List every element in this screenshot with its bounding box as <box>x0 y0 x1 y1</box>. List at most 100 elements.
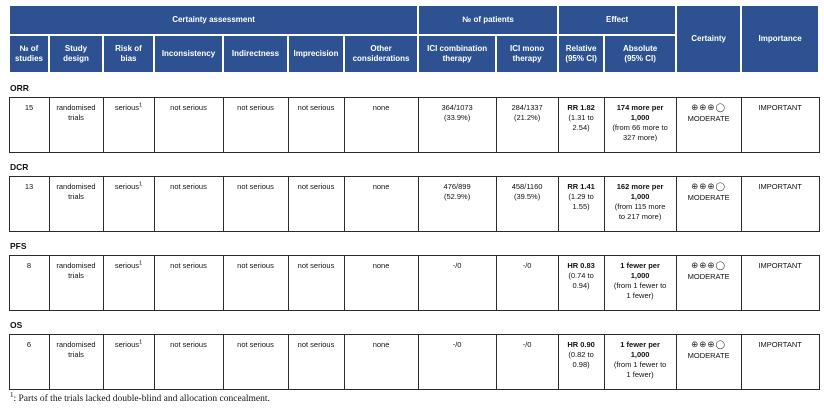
cell-relative: HR 0.83 (0.74 to 0.94) <box>557 254 605 311</box>
grade-evidence-table: Certainty assessment № of patients Effec… <box>7 4 821 390</box>
table-header: Certainty assessment № of patients Effec… <box>7 4 821 74</box>
cell-ici-mono: -/0 <box>495 254 559 311</box>
cell-risk-of-bias: serious1 <box>102 254 155 311</box>
relative-effect: HR 0.90 <box>567 339 595 349</box>
cell-ici-combination: 364/1073 (33.9%) <box>417 96 497 153</box>
relative-ci: (0.74 to 0.94) <box>568 270 594 290</box>
cell-study-design: randomised trials <box>48 254 104 311</box>
section-label: PFS <box>9 231 820 255</box>
absolute-effect: 1 fewer per 1,000 <box>620 260 660 280</box>
data-row-os: 6 randomised trials serious1 not serious… <box>8 333 820 390</box>
relative-ci: (0.82 to 0.98) <box>568 349 594 369</box>
cell-indirectness: not serious <box>222 96 289 153</box>
footnote: 1: Parts of the trials lacked double-bli… <box>10 391 824 404</box>
cell-certainty: ⊕⊕⊕◯ MODERATE <box>675 333 742 390</box>
cell-absolute: 1 fewer per 1,000 (from 1 fewer to 1 fewe… <box>603 333 677 390</box>
cell-relative: RR 1.41 (1.29 to 1.55) <box>557 175 605 232</box>
grade-certainty-icons: ⊕⊕⊕◯ <box>691 102 727 113</box>
cell-risk-of-bias: serious1 <box>102 96 155 153</box>
data-row-dcr: 13 randomised trials serious1 not seriou… <box>8 175 820 232</box>
cell-risk-of-bias: serious1 <box>102 175 155 232</box>
certainty-label: MODERATE <box>687 192 730 202</box>
absolute-ci: (from 115 more to 217 more) <box>614 201 666 221</box>
col-header-imprecision: Imprecision <box>287 34 345 74</box>
relative-ci: (1.31 to 2.54) <box>568 112 594 132</box>
cell-study-design: randomised trials <box>48 96 104 153</box>
cell-importance: IMPORTANT <box>740 254 820 311</box>
cell-absolute: 162 more per 1,000 (from 115 more to 217 … <box>603 175 677 232</box>
cell-n-studies: 15 <box>8 96 50 153</box>
grade-certainty-icons: ⊕⊕⊕◯ <box>691 260 727 271</box>
cell-imprecision: not serious <box>287 175 345 232</box>
relative-ci: (1.29 to 1.55) <box>568 191 594 211</box>
absolute-ci: (from 1 fewer to 1 fewer) <box>613 359 667 379</box>
cell-inconsistency: not serious <box>153 333 224 390</box>
footnote-marker: 1 <box>10 390 14 399</box>
cell-ici-combination: -/0 <box>417 333 497 390</box>
relative-effect: HR 0.83 <box>567 260 595 270</box>
cell-other-considerations: none <box>343 96 419 153</box>
cell-inconsistency: not serious <box>153 254 224 311</box>
risk-of-bias-value: serious <box>114 260 140 270</box>
cell-other-considerations: none <box>343 175 419 232</box>
cell-study-design: randomised trials <box>48 333 104 390</box>
footnote-marker: 1 <box>139 260 143 266</box>
certainty-label: MODERATE <box>687 113 730 123</box>
cell-ici-combination: -/0 <box>417 254 497 311</box>
cell-indirectness: not serious <box>222 175 289 232</box>
cell-ici-mono: 284/1337 (21.2%) <box>495 96 559 153</box>
footnote-marker: 1 <box>139 102 143 108</box>
cell-n-studies: 8 <box>8 254 50 311</box>
section-row-pfs: PFS <box>9 231 820 255</box>
section-label: OS <box>9 310 820 334</box>
grade-certainty-icons: ⊕⊕⊕◯ <box>691 181 727 192</box>
cell-risk-of-bias: serious1 <box>102 333 155 390</box>
cell-ici-combination: 476/899 (52.9%) <box>417 175 497 232</box>
absolute-effect: 174 more per 1,000 <box>616 102 664 122</box>
cell-other-considerations: none <box>343 333 419 390</box>
group-header-patients: № of patients <box>417 4 560 36</box>
col-header-ici-mono: ICI mono therapy <box>495 34 560 74</box>
group-header-importance: Importance <box>740 4 821 74</box>
cell-indirectness: not serious <box>222 254 289 311</box>
cell-relative: RR 1.82 (1.31 to 2.54) <box>557 96 605 153</box>
cell-importance: IMPORTANT <box>740 96 820 153</box>
cell-certainty: ⊕⊕⊕◯ MODERATE <box>675 96 742 153</box>
relative-effect: RR 1.41 <box>567 181 595 191</box>
cell-n-studies: 6 <box>8 333 50 390</box>
cell-inconsistency: not serious <box>153 96 224 153</box>
certainty-label: MODERATE <box>687 271 730 281</box>
col-header-ici-combination: ICI combination therapy <box>417 34 498 74</box>
certainty-label: MODERATE <box>687 350 730 360</box>
group-header-certainty: Certainty <box>675 4 743 74</box>
col-header-indirectness: Indirectness <box>222 34 289 74</box>
data-row-orr: 15 randomised trials serious1 not seriou… <box>8 96 820 153</box>
relative-effect: RR 1.82 <box>567 102 595 112</box>
absolute-effect: 162 more per 1,000 <box>616 181 664 201</box>
section-label: ORR <box>9 73 820 97</box>
data-row-pfs: 8 randomised trials serious1 not serious… <box>8 254 820 311</box>
section-label: DCR <box>9 152 820 176</box>
cell-absolute: 1 fewer per 1,000 (from 1 fewer to 1 fewe… <box>603 254 677 311</box>
cell-n-studies: 13 <box>8 175 50 232</box>
absolute-ci: (from 66 more to 327 more) <box>612 122 668 142</box>
risk-of-bias-value: serious <box>114 102 140 112</box>
cell-ici-mono: 458/1160 (39.5%) <box>495 175 559 232</box>
cell-other-considerations: none <box>343 254 419 311</box>
col-header-relative: Relative (95% CI) <box>557 34 606 74</box>
grade-certainty-icons: ⊕⊕⊕◯ <box>691 339 727 350</box>
cell-ici-mono: -/0 <box>495 333 559 390</box>
footnote-text: : Parts of the trials lacked double-blin… <box>13 393 270 404</box>
cell-imprecision: not serious <box>287 254 345 311</box>
group-header-certainty-assessment: Certainty assessment <box>7 4 420 36</box>
cell-importance: IMPORTANT <box>740 175 820 232</box>
risk-of-bias-value: serious <box>114 181 140 191</box>
footnote-marker: 1 <box>139 339 143 345</box>
cell-imprecision: not serious <box>287 333 345 390</box>
absolute-ci: (from 1 fewer to 1 fewer) <box>613 280 667 300</box>
col-header-inconsistency: Inconsistency <box>153 34 224 74</box>
section-row-dcr: DCR <box>9 152 820 176</box>
col-header-risk-of-bias: Risk of bias <box>102 34 155 74</box>
cell-study-design: randomised trials <box>48 175 104 232</box>
footnote-marker: 1 <box>139 181 143 187</box>
